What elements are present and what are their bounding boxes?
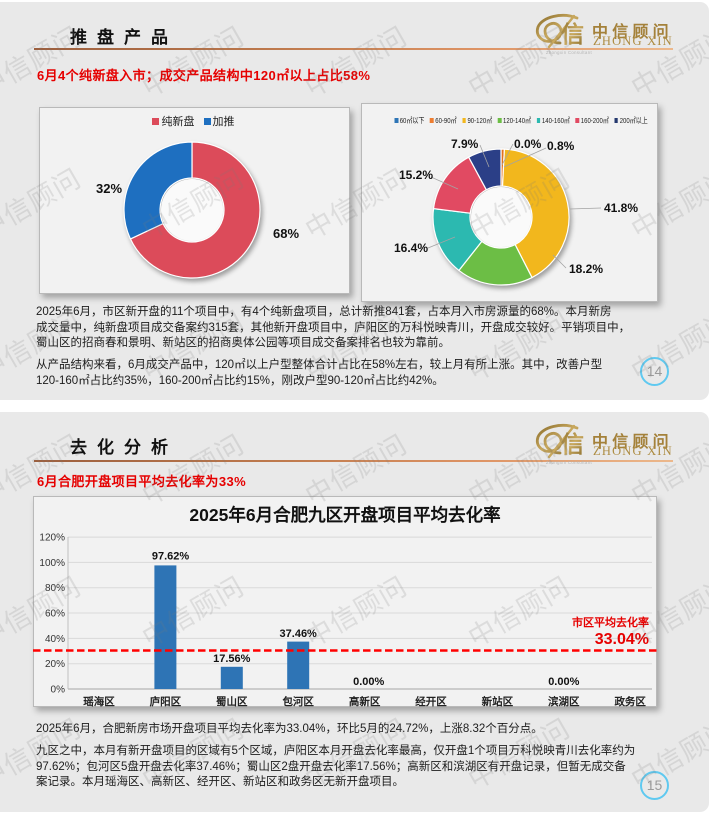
svg-text:Zhongxin Consultant: Zhongxin Consultant — [546, 50, 592, 55]
svg-text:0.00%: 0.00% — [548, 676, 579, 688]
svg-text:市区平均去化率: 市区平均去化率 — [572, 615, 649, 629]
svg-text:15.2%: 15.2% — [399, 168, 433, 182]
svg-text:庐阳区: 庐阳区 — [150, 695, 182, 707]
svg-text:40%: 40% — [45, 634, 65, 645]
svg-text:17.56%: 17.56% — [213, 653, 251, 665]
svg-text:瑶海区: 瑶海区 — [83, 695, 115, 707]
svg-text:0%: 0% — [51, 685, 66, 696]
svg-text:政务区: 政务区 — [614, 695, 646, 707]
svg-text:新站区: 新站区 — [482, 695, 514, 707]
svg-text:0.8%: 0.8% — [547, 139, 575, 153]
svg-text:蜀山区: 蜀山区 — [216, 695, 248, 707]
svg-text:120%: 120% — [39, 533, 65, 544]
svg-text:包河区: 包河区 — [282, 695, 314, 707]
svg-text:100%: 100% — [39, 558, 65, 569]
svg-text:信: 信 — [561, 21, 584, 47]
svg-text:32%: 32% — [96, 181, 122, 196]
svg-text:97.62%: 97.62% — [152, 551, 190, 563]
svg-text:Zhongxin Consultant: Zhongxin Consultant — [546, 460, 592, 465]
svg-text:41.8%: 41.8% — [604, 201, 638, 215]
svg-text:33.04%: 33.04% — [595, 631, 649, 648]
svg-text:20%: 20% — [45, 659, 65, 670]
svg-text:高新区: 高新区 — [349, 695, 381, 707]
svg-text:68%: 68% — [273, 226, 299, 241]
svg-text:80%: 80% — [45, 583, 65, 594]
svg-text:7.9%: 7.9% — [451, 137, 479, 151]
svg-text:16.4%: 16.4% — [394, 241, 428, 255]
svg-text:18.2%: 18.2% — [569, 262, 603, 276]
svg-text:0.0%: 0.0% — [514, 137, 542, 151]
svg-text:37.46%: 37.46% — [280, 628, 318, 640]
svg-text:经开区: 经开区 — [415, 695, 447, 707]
svg-text:信: 信 — [561, 431, 584, 457]
svg-text:滨湖区: 滨湖区 — [548, 695, 580, 707]
svg-text:2025年6月合肥九区开盘项目平均去化率: 2025年6月合肥九区开盘项目平均去化率 — [189, 505, 500, 525]
svg-text:60%: 60% — [45, 609, 65, 620]
svg-text:0.00%: 0.00% — [353, 676, 384, 688]
